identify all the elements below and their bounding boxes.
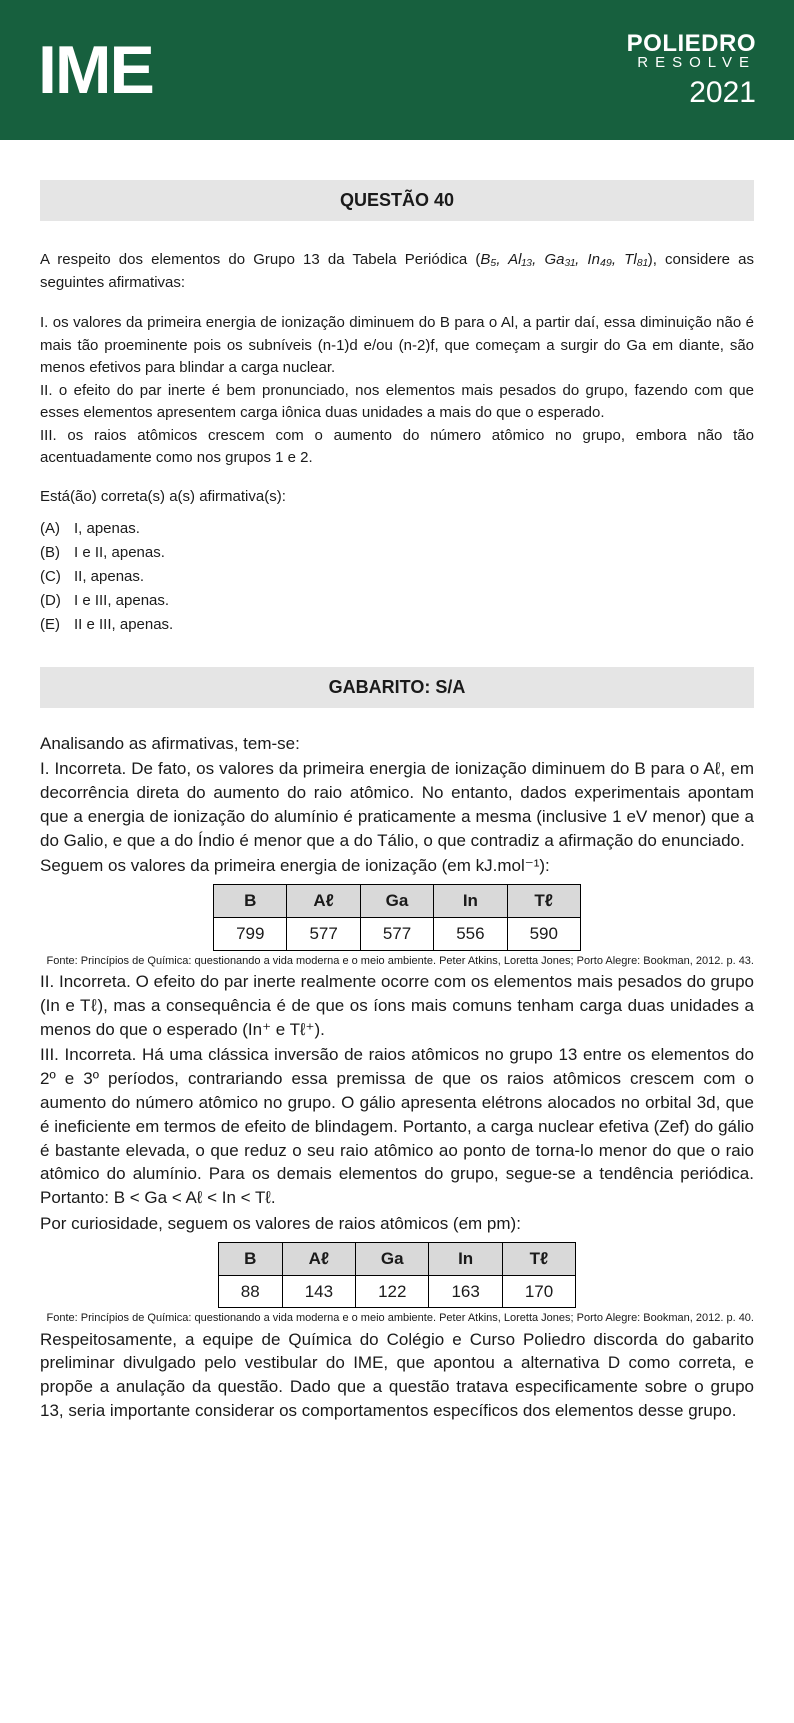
source-1: Fonte: Princípios de Química: questionan… (40, 955, 754, 968)
content-area: QUESTÃO 40 A respeito dos elementos do G… (0, 140, 794, 1455)
analysis-block: Analisando as afirmativas, tem-se: I. In… (40, 732, 754, 1423)
question-intro-elements: B₅, Al₁₃, Ga₃₁, In₄₉, Tl₈₁ (480, 251, 647, 268)
table-cell: 88 (218, 1275, 282, 1308)
table-cell: 170 (502, 1275, 575, 1308)
table-header: Aℓ (287, 885, 360, 918)
analysis-lead: Analisando as afirmativas, tem-se: (40, 732, 754, 756)
table-row: 799 577 577 556 590 (214, 918, 581, 951)
analysis-p3: III. Incorreta. Há uma clássica inversão… (40, 1043, 754, 1210)
table-cell: 122 (356, 1275, 429, 1308)
option-c: (C) II, apenas. (40, 565, 754, 589)
radius-table: B Aℓ Ga In Tℓ 88 143 122 163 170 (218, 1242, 576, 1309)
table-header: Tℓ (507, 885, 580, 918)
option-text: I e III, apenas. (74, 589, 169, 613)
table-cell: 799 (214, 918, 287, 951)
source-2: Fonte: Princípios de Química: questionan… (40, 1312, 754, 1325)
header-exam-name: IME (38, 36, 153, 104)
statement-1: I. os valores da primeira energia de ion… (40, 312, 754, 380)
analysis-p1: I. Incorreta. De fato, os valores da pri… (40, 757, 754, 852)
table-row: 88 143 122 163 170 (218, 1275, 575, 1308)
option-e: (E) II e III, apenas. (40, 613, 754, 637)
statements-block: I. os valores da primeira energia de ion… (40, 312, 754, 470)
table-header: Aℓ (282, 1242, 355, 1275)
table-cell: 577 (287, 918, 360, 951)
question-title: QUESTÃO 40 (40, 180, 754, 221)
option-text: I, apenas. (74, 517, 140, 541)
option-d: (D) I e III, apenas. (40, 589, 754, 613)
table-cell: 556 (434, 918, 507, 951)
table-header: Tℓ (502, 1242, 575, 1275)
table-cell: 590 (507, 918, 580, 951)
table-cell: 163 (429, 1275, 502, 1308)
table-header: B (218, 1242, 282, 1275)
table-cell: 143 (282, 1275, 355, 1308)
options-list: (A) I, apenas. (B) I e II, apenas. (C) I… (40, 517, 754, 637)
option-letter: (D) (40, 589, 74, 613)
option-letter: (A) (40, 517, 74, 541)
analysis-p2: II. Incorreta. O efeito do par inerte re… (40, 970, 754, 1041)
option-text: I e II, apenas. (74, 541, 165, 565)
table-cell: 577 (360, 918, 433, 951)
option-letter: (E) (40, 613, 74, 637)
table-header: B (214, 885, 287, 918)
analysis-p1b: Seguem os valores da primeira energia de… (40, 854, 754, 878)
page-header: IME POLIEDRO RESOLVE 2021 (0, 0, 794, 140)
option-text: II, apenas. (74, 565, 144, 589)
option-letter: (C) (40, 565, 74, 589)
question-intro-a: A respeito dos elementos do Grupo 13 da … (40, 251, 480, 268)
option-text: II e III, apenas. (74, 613, 173, 637)
analysis-p3b: Por curiosidade, seguem os valores de ra… (40, 1212, 754, 1236)
option-b: (B) I e II, apenas. (40, 541, 754, 565)
header-year: 2021 (627, 76, 756, 109)
analysis-p4: Respeitosamente, a equipe de Química do … (40, 1328, 754, 1423)
header-brand-block: POLIEDRO RESOLVE 2021 (627, 31, 756, 109)
table-header: Ga (356, 1242, 429, 1275)
ionization-table: B Aℓ Ga In Tℓ 799 577 577 556 590 (213, 884, 581, 951)
statement-3: III. os raios atômicos crescem com o aum… (40, 425, 754, 470)
question-prompt: Está(ão) correta(s) a(s) afirmativa(s): (40, 488, 754, 505)
table-row: B Aℓ Ga In Tℓ (218, 1242, 575, 1275)
table-row: B Aℓ Ga In Tℓ (214, 885, 581, 918)
question-intro: A respeito dos elementos do Grupo 13 da … (40, 249, 754, 294)
statement-2: II. o efeito do par inerte é bem pronunc… (40, 380, 754, 425)
answer-key-title: GABARITO: S/A (40, 667, 754, 708)
table-header: In (429, 1242, 502, 1275)
header-subtitle: RESOLVE (627, 55, 756, 72)
table-header: Ga (360, 885, 433, 918)
table-header: In (434, 885, 507, 918)
option-letter: (B) (40, 541, 74, 565)
option-a: (A) I, apenas. (40, 517, 754, 541)
